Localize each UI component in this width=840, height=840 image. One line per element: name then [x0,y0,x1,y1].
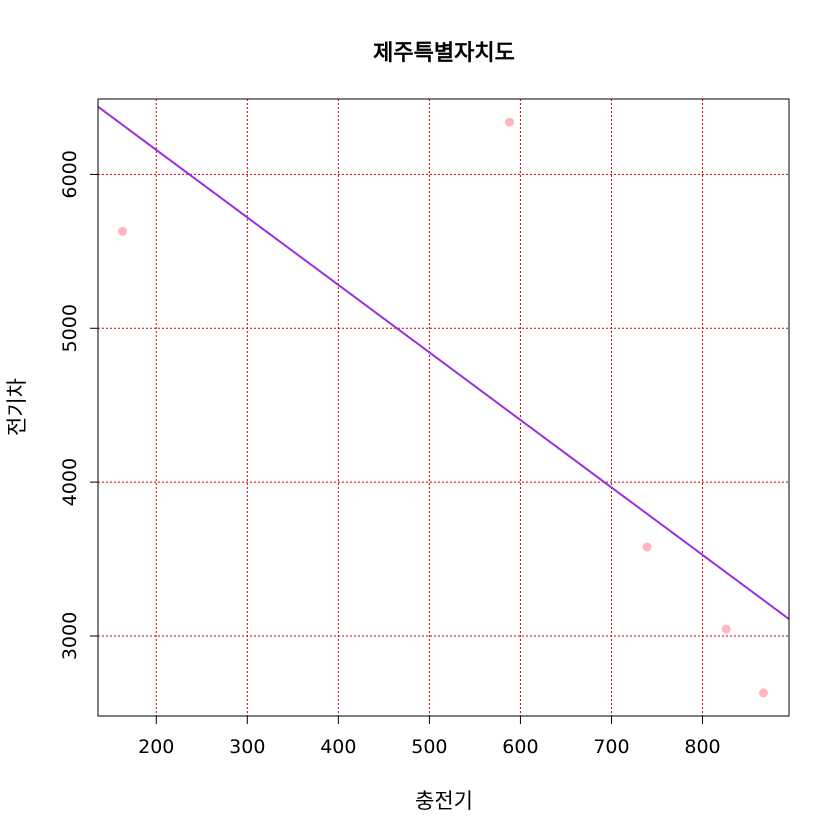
y-tick-label: 6000 [59,150,81,198]
chart-title: 제주특별자치도 [373,41,515,66]
x-axis-label: 충전기 [415,789,473,813]
x-tick-label: 300 [229,736,265,758]
grid-lines [98,99,789,716]
x-tick-label: 600 [502,736,538,758]
x-tick-label: 400 [320,736,356,758]
x-tick-label: 500 [411,736,447,758]
data-point [759,688,769,698]
data-point [721,624,731,634]
y-tick-label: 4000 [59,458,81,506]
x-tick-label: 800 [684,736,720,758]
regression-line [97,105,790,620]
data-point [505,117,515,127]
x-axis: 200 300 400 500 600 700 800 [138,716,721,758]
data-point [118,226,128,236]
y-axis: 3000 4000 5000 6000 [59,150,98,660]
plot-frame [97,98,790,717]
y-tick-label: 5000 [59,304,81,352]
data-point [642,542,652,552]
x-tick-label: 200 [138,736,174,758]
y-tick-label: 3000 [59,612,81,660]
x-tick-label: 700 [593,736,629,758]
y-axis-label: 전기차 [5,378,29,436]
data-points [118,117,769,698]
